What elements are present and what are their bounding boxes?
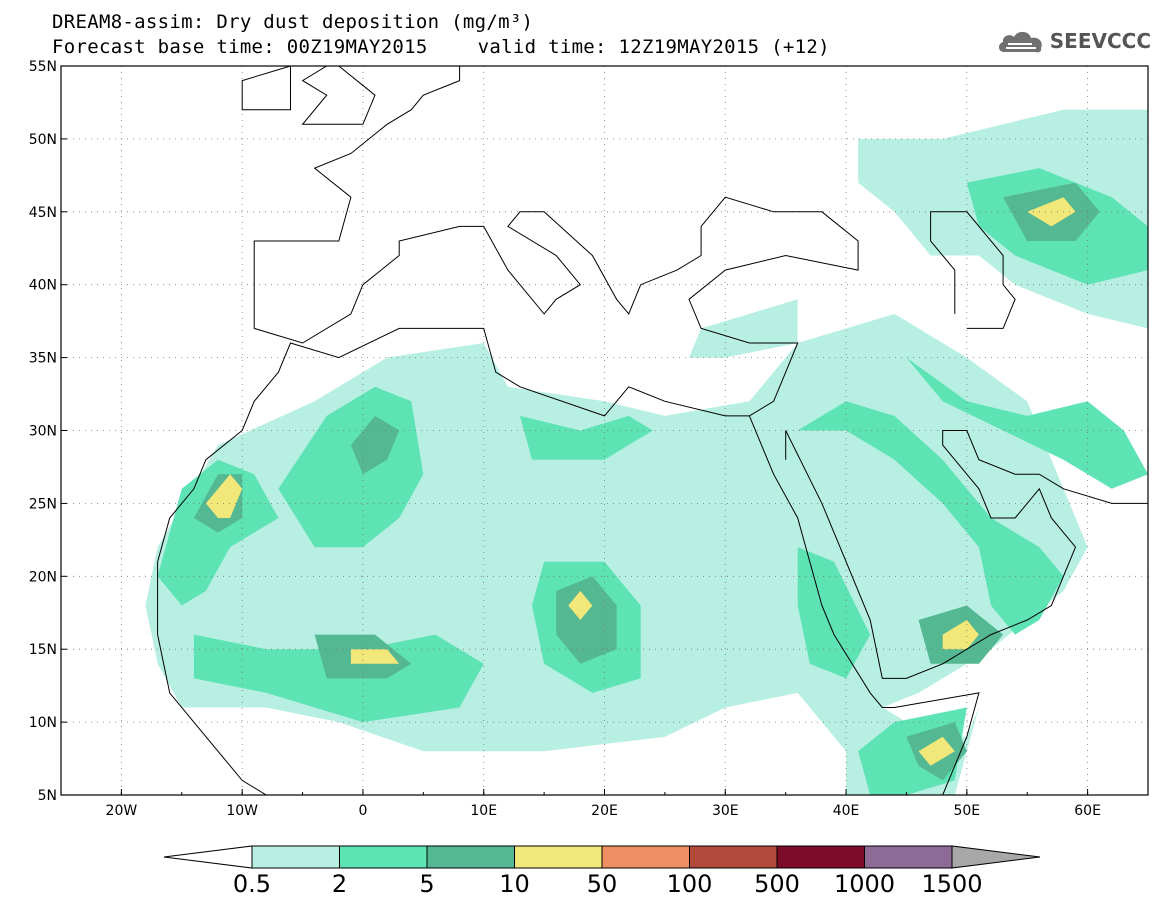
- y-tick-label: 50N: [29, 132, 57, 148]
- colorbar-segment: [339, 845, 428, 869]
- base-time: Forecast base time: 00Z19MAY2015: [52, 36, 428, 58]
- colorbar-segment: [514, 845, 603, 869]
- y-tick-label: 45N: [29, 205, 57, 221]
- dust-region-level-3: [205, 474, 243, 518]
- dust-region-level-1: [520, 415, 653, 460]
- coastline: [930, 211, 1016, 329]
- x-tick-label: 40E: [833, 803, 860, 819]
- colorbar-segment: [426, 845, 515, 869]
- colorbar-label: 50: [587, 870, 618, 898]
- dust-region-level-3: [918, 736, 955, 766]
- colorbar-label: 500: [754, 870, 800, 898]
- colorbar-label: 2: [332, 870, 347, 898]
- y-tick-label: 5N: [38, 788, 57, 804]
- x-tick-label: 10W: [226, 803, 258, 819]
- coastline: [241, 66, 291, 111]
- colorbar-label: 1500: [921, 870, 982, 898]
- dust-region-level-1: [797, 547, 871, 679]
- x-tick-label: 60E: [1074, 803, 1101, 819]
- colorbar-over-triangle: [951, 845, 1041, 869]
- colorbar-label: 0.5: [233, 870, 271, 898]
- y-tick-label: 40N: [29, 278, 57, 294]
- coastline: [748, 415, 980, 795]
- colorbar-label: 1000: [834, 870, 895, 898]
- colorbar-segment: [601, 845, 690, 869]
- x-tick-label: 50E: [953, 803, 980, 819]
- forecast-times: Forecast base time: 00Z19MAY2015 valid ti…: [52, 37, 830, 57]
- colorbar-segment: [864, 845, 953, 869]
- colorbar-under-triangle: [163, 845, 253, 869]
- colorbar-segment: [776, 845, 865, 869]
- colorbar-label: 5: [419, 870, 434, 898]
- x-tick-label: 0: [358, 803, 367, 819]
- y-tick-label: 30N: [29, 424, 57, 440]
- coastline: [157, 561, 267, 795]
- dust-region-level-3: [942, 620, 979, 650]
- colorbar-segment: [689, 845, 778, 869]
- y-tick-label: 20N: [29, 569, 57, 585]
- dust-region-level-2: [350, 415, 400, 475]
- valid-time: valid time: 12Z19MAY2015 (+12): [477, 36, 830, 58]
- x-tick-label: 20W: [106, 803, 138, 819]
- y-tick-label: 25N: [29, 496, 57, 512]
- colorbar-label: 10: [499, 870, 530, 898]
- y-tick-label: 15N: [29, 642, 57, 658]
- y-tick-label: 10N: [29, 715, 57, 731]
- coastline: [301, 66, 376, 125]
- y-tick-label: 35N: [29, 351, 57, 367]
- dust-region-level-2: [556, 576, 617, 664]
- logo-text: SEEVCCC: [1049, 29, 1151, 53]
- seevccc-logo: SEEVCCC: [996, 28, 1151, 54]
- x-tick-label: 10E: [470, 803, 497, 819]
- map-title: DREAM8-assim: Dry dust deposition (mg/m³…: [52, 11, 534, 33]
- x-tick-label: 30E: [712, 803, 739, 819]
- colorbar-label: 100: [667, 870, 713, 898]
- coastline: [785, 430, 1148, 679]
- dust-region-level-3: [568, 590, 593, 620]
- colorbar-segment: [251, 845, 340, 869]
- y-tick-label: 55N: [29, 59, 57, 75]
- axis-ticks: 20W 10W 0 10E 20E 30E 40E 50E 60E 55N 50N 45N 40N 35N…: [29, 59, 1149, 819]
- coastlines: [157, 66, 1148, 795]
- coastline: [157, 66, 859, 562]
- cloud-logo-icon: [998, 31, 1042, 53]
- dust-deposition-field: [145, 109, 1148, 795]
- x-tick-label: 20E: [591, 803, 618, 819]
